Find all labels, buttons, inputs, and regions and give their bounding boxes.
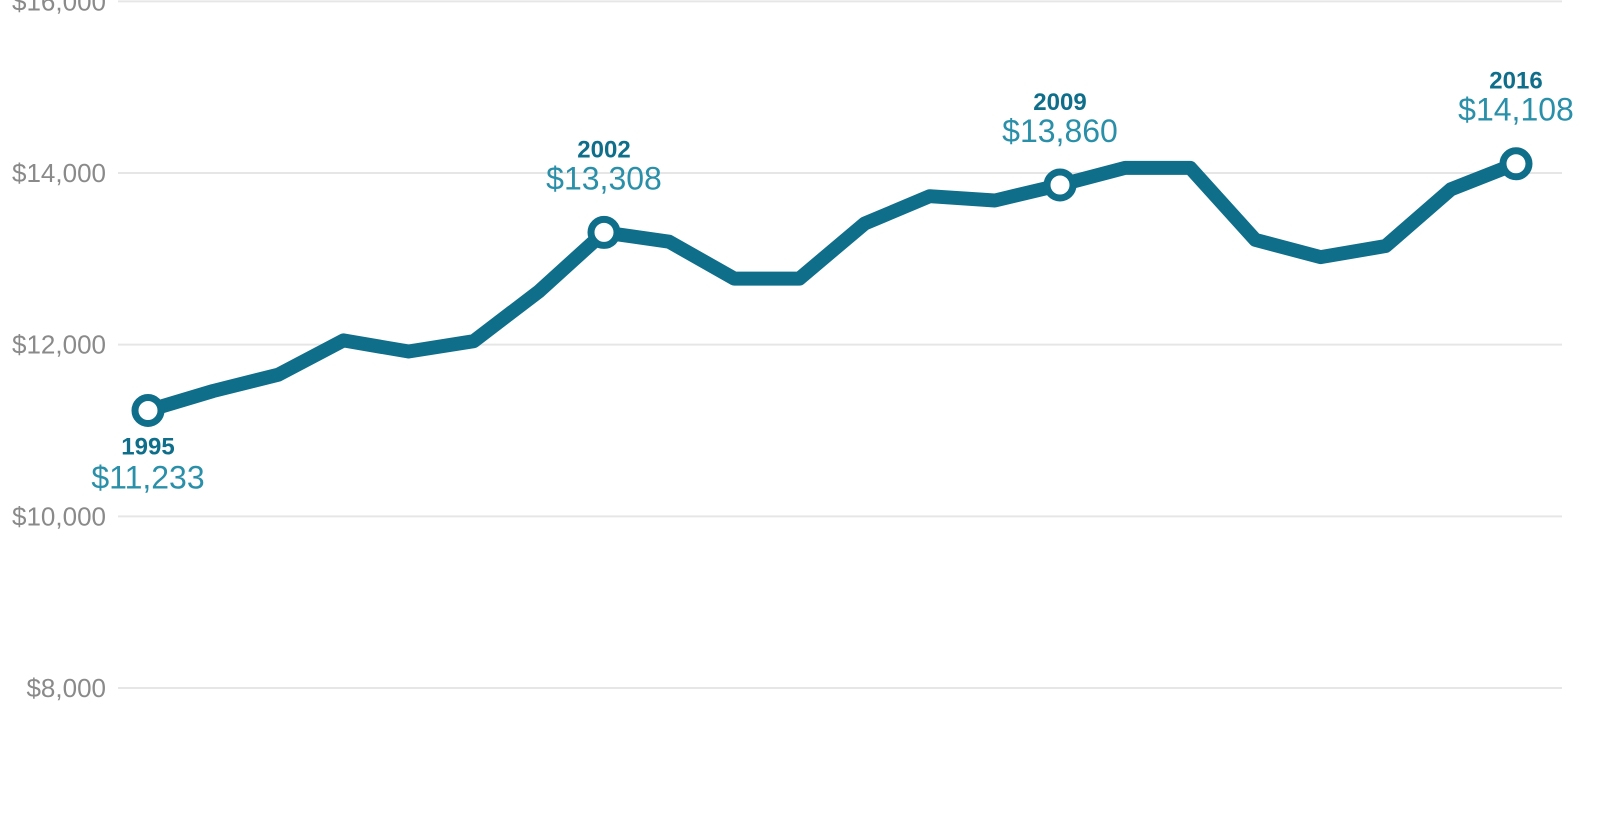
y-axis-tick-labels: $16,000 $14,000 $12,000 $10,000 $8,000 xyxy=(12,0,106,703)
y-tick-label: $16,000 xyxy=(12,0,106,16)
series-line-0 xyxy=(141,156,1523,418)
annotation-year: 2002 xyxy=(577,136,630,163)
y-tick-label: $12,000 xyxy=(12,330,106,360)
highlight-markers xyxy=(131,147,1533,428)
y-tick-label: $14,000 xyxy=(12,158,106,188)
annotation-value: $13,860 xyxy=(1002,113,1118,149)
annotation-value: $11,233 xyxy=(91,460,204,496)
marker-2009 xyxy=(1043,168,1077,202)
annotation-year: 1995 xyxy=(121,434,174,461)
y-tick-label: $10,000 xyxy=(12,501,106,531)
annotation-year: 2016 xyxy=(1489,68,1542,95)
marker-2002 xyxy=(587,215,621,249)
annotation-value: $13,308 xyxy=(546,160,662,196)
series-line xyxy=(141,156,1523,418)
marker-1995 xyxy=(131,394,165,428)
y-tick-label: $8,000 xyxy=(26,673,106,703)
annotation-value: $14,108 xyxy=(1458,92,1574,128)
annotation-year: 2009 xyxy=(1033,89,1086,116)
annotations: 1995$11,233 2002$13,308 2009$13,860 2016$14… xyxy=(91,68,1573,496)
marker-2016 xyxy=(1499,147,1533,181)
